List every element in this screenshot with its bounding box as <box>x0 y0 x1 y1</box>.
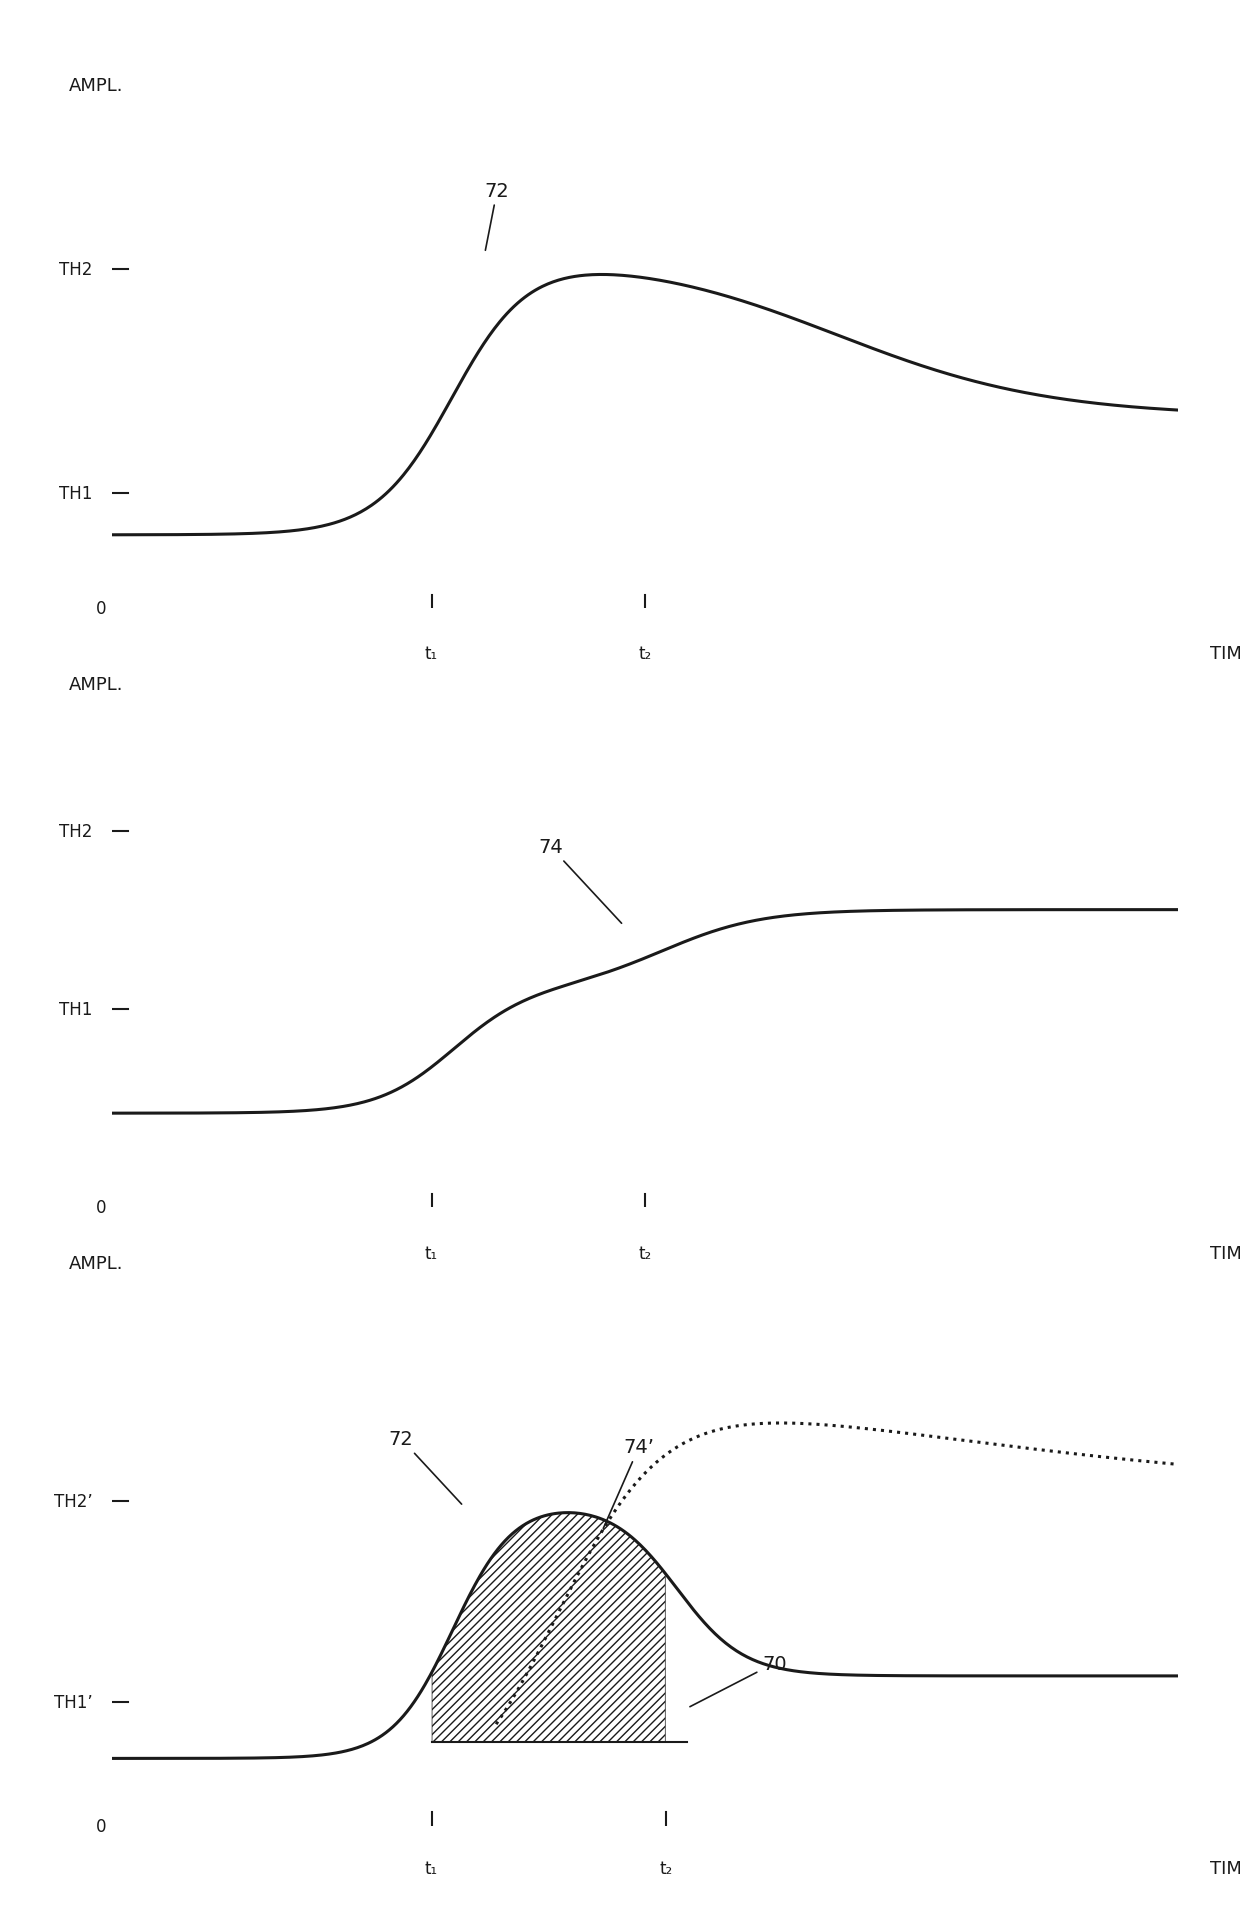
Text: 70: 70 <box>689 1654 786 1706</box>
Text: TIME: TIME <box>1210 1859 1240 1878</box>
Text: 0: 0 <box>95 1198 107 1217</box>
Text: t₂: t₂ <box>639 1244 651 1262</box>
Text: TH2’: TH2’ <box>53 1492 93 1509</box>
Text: 72: 72 <box>389 1430 461 1505</box>
Text: TH1: TH1 <box>60 485 93 502</box>
Text: AMPL.: AMPL. <box>69 1254 124 1273</box>
Text: t₂: t₂ <box>660 1859 673 1878</box>
Text: Fig. 5: Fig. 5 <box>603 765 687 794</box>
Text: AMPL.: AMPL. <box>69 676 124 694</box>
Text: TIME: TIME <box>1210 1244 1240 1262</box>
Text: 74: 74 <box>538 838 621 923</box>
Text: t₁: t₁ <box>425 645 438 663</box>
Text: 74’: 74’ <box>604 1437 655 1528</box>
Text: t₁: t₁ <box>425 1859 438 1878</box>
Text: 0: 0 <box>95 1816 107 1835</box>
Text: TIME: TIME <box>1210 645 1240 663</box>
Text: AMPL.: AMPL. <box>69 77 124 95</box>
Text: TH2: TH2 <box>60 261 93 278</box>
Text: TH1: TH1 <box>60 1001 93 1018</box>
Text: t₁: t₁ <box>425 1244 438 1262</box>
Text: TH1’: TH1’ <box>53 1694 93 1712</box>
Text: Fig. 6: Fig. 6 <box>603 1364 687 1393</box>
Text: t₂: t₂ <box>639 645 651 663</box>
Text: 72: 72 <box>485 182 510 251</box>
Text: TH2: TH2 <box>60 823 93 840</box>
Text: 0: 0 <box>95 599 107 618</box>
